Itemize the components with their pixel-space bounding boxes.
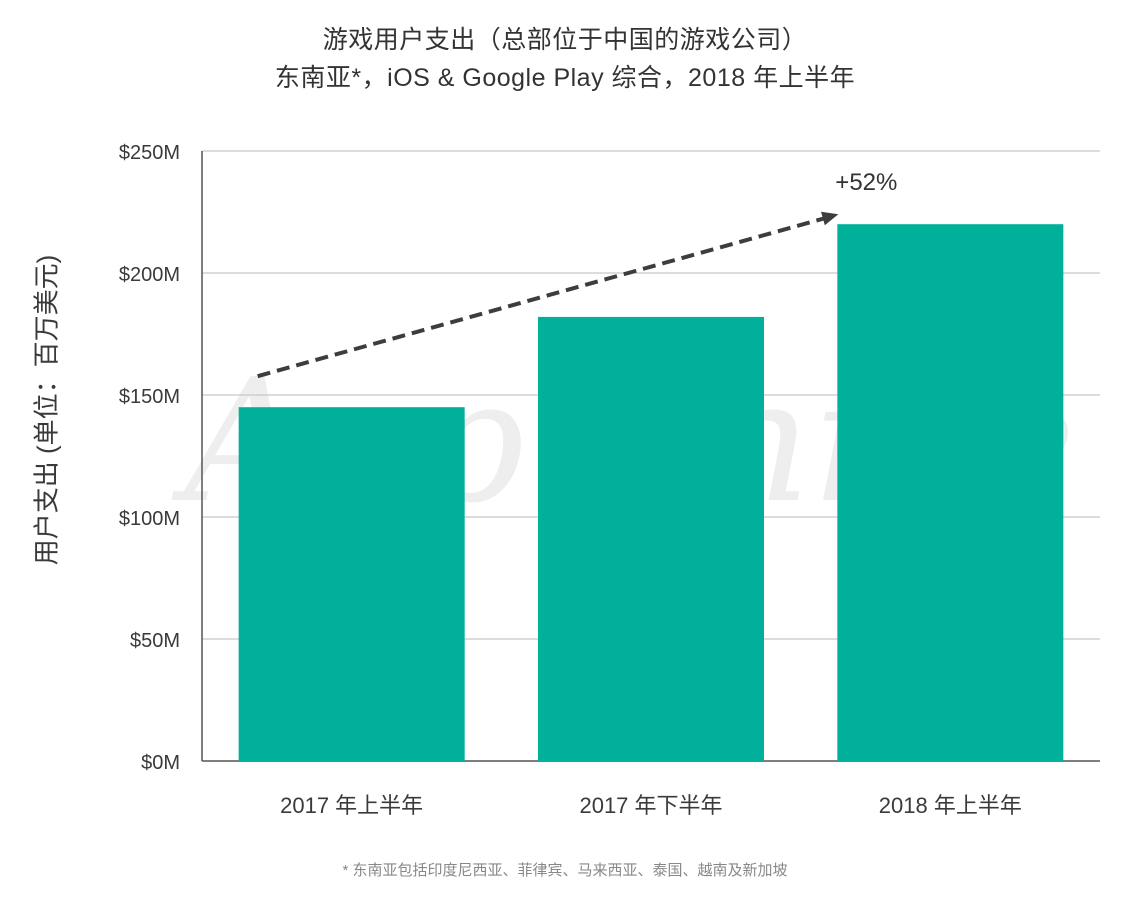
y-tick-label: $100M — [119, 508, 180, 530]
growth-label: +52% — [835, 169, 897, 196]
growth-arrow-head — [821, 211, 839, 226]
y-tick-label: $0M — [141, 752, 180, 774]
bar — [837, 224, 1064, 761]
footnote: * 东南亚包括印度尼西亚、菲律宾、马来西亚、泰国、越南及新加坡 — [342, 862, 788, 879]
chart-title: 游戏用户支出（总部位于中国的游戏公司） — [322, 26, 808, 54]
x-tick-label: 2017 年下半年 — [579, 793, 722, 818]
x-tick-label: 2018 年上半年 — [879, 793, 1022, 818]
y-tick-label: $200M — [119, 264, 180, 286]
y-tick-label: $250M — [119, 142, 180, 164]
bar — [238, 407, 465, 761]
y-tick-label: $50M — [130, 630, 180, 652]
x-tick-label: 2017 年上半年 — [280, 793, 423, 818]
chart-subtitle: 东南亚*，iOS & Google Play 综合，2018 年上半年 — [274, 64, 856, 92]
y-tick-label: $150M — [119, 386, 180, 408]
bar — [538, 316, 764, 761]
